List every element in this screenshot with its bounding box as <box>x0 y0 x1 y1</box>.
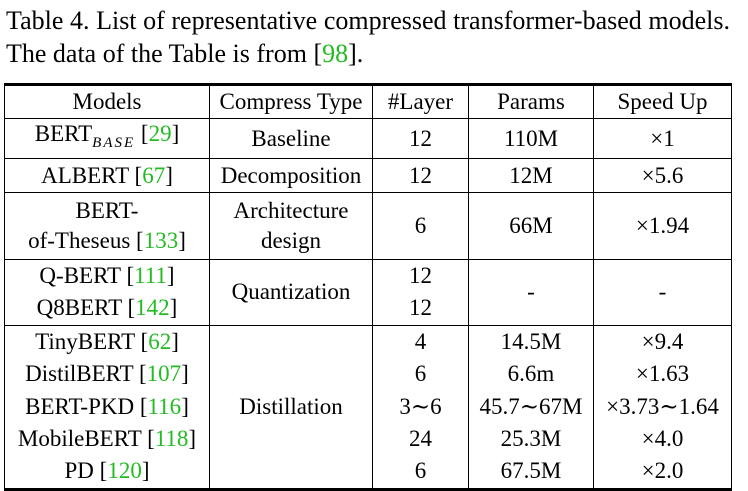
citation-link[interactable]: 120 <box>107 458 142 484</box>
params-cell: 110M <box>468 118 594 160</box>
params-cell: 12M <box>468 158 594 193</box>
speedup-cell: ×4.0 <box>593 422 732 456</box>
citation-link[interactable]: 62 <box>148 328 172 354</box>
speedup-cell: ×9.4 <box>593 325 732 358</box>
params-cell: 14.5M <box>468 325 594 358</box>
model-cell: DistilBERT [107] <box>4 357 210 391</box>
model-cell: TinyBERT [62] <box>4 325 210 358</box>
table-row: Q-BERT [111] Quantization 12 - - <box>4 259 732 326</box>
layer-cell: 6 <box>372 192 469 260</box>
header-row: Models Compress Type #Layer Params Speed… <box>4 82 732 120</box>
compress-type-line: design <box>260 227 322 253</box>
compress-type-line: Architecture <box>233 197 349 223</box>
caption-text: Table 4. List of representative compress… <box>6 6 730 68</box>
models-table: Models Compress Type #Layer Params Speed… <box>4 82 732 491</box>
table-row: BERTBASE [29] Baseline 12 110M ×1 <box>4 118 732 160</box>
model-name: Q-BERT <box>39 262 121 288</box>
header-compress-type: Compress Type <box>209 82 373 120</box>
compress-type-cell: Quantization <box>209 259 373 326</box>
citation-link[interactable]: 107 <box>146 361 182 387</box>
model-name: MobileBERT <box>17 425 142 451</box>
compress-type-cell: Decomposition <box>209 158 373 193</box>
citation-link[interactable]: 111 <box>134 262 167 288</box>
compress-type-cell: Baseline <box>209 118 373 160</box>
table-row: TinyBERT [62] Distillation 4 14.5M ×9.4 <box>4 325 732 491</box>
speedup-cell: ×1 <box>593 118 732 160</box>
layer-cell: 6 <box>372 455 469 491</box>
params-cell: - <box>468 259 594 326</box>
model-cell: BERTBASE [29] <box>4 118 210 160</box>
params-cell: 6.6m <box>468 357 594 391</box>
table-row: ALBERT [67] Decomposition 12 12M ×5.6 <box>4 158 732 193</box>
params-cell: 45.7∼67M <box>468 390 594 423</box>
citation-link[interactable]: 133 <box>143 227 179 253</box>
citation-link[interactable]: 67 <box>142 162 166 188</box>
header-models: Models <box>4 82 210 120</box>
model-name: BERT-PKD <box>25 393 135 419</box>
params-cell: 67.5M <box>468 455 594 491</box>
table-row: DistilBERT [107] 6 6.6m ×1.63 <box>4 357 732 391</box>
speedup-cell: ×1.94 <box>593 192 732 260</box>
table-row: Q8BERT [142] 12 <box>4 292 732 326</box>
layer-cell: 4 <box>372 325 469 358</box>
model-cell: BERT-of-Theseus [133] <box>4 192 210 260</box>
model-cell: ALBERT [67] <box>4 158 210 193</box>
model-name: BERT- <box>75 197 139 223</box>
speedup-cell: ×2.0 <box>593 455 732 491</box>
model-name: DistilBERT <box>25 361 134 387</box>
table-row: MobileBERT [118] 24 25.3M ×4.0 <box>4 422 732 456</box>
speedup-cell: ×1.63 <box>593 357 732 391</box>
citation-link[interactable]: 116 <box>147 393 182 419</box>
speedup-cell: ×3.73∼1.64 <box>593 390 732 423</box>
model-name: PD <box>64 458 94 484</box>
header-layer: #Layer <box>372 82 469 120</box>
params-cell: 66M <box>468 192 594 260</box>
layer-cell: 24 <box>372 422 469 456</box>
model-name: ALBERT <box>41 162 129 188</box>
layer-cell: 12 <box>372 158 469 193</box>
speedup-cell: ×5.6 <box>593 158 732 193</box>
model-subscript: BASE <box>92 135 136 152</box>
table-caption: Table 4. List of representative compress… <box>6 6 730 68</box>
model-name: BERT <box>34 121 93 147</box>
layer-cell: 12 <box>372 259 469 293</box>
params-cell: 25.3M <box>468 422 594 456</box>
header-params: Params <box>468 82 594 120</box>
header-speed-up: Speed Up <box>593 82 732 120</box>
citation-link[interactable]: 98 <box>322 39 349 68</box>
citation-link[interactable]: 29 <box>148 121 172 147</box>
citation-link[interactable]: 142 <box>135 295 170 321</box>
model-cell: PD [120] <box>4 455 210 491</box>
model-name: TinyBERT <box>35 328 135 354</box>
table-row: BERT-PKD [116] 3∼6 45.7∼67M ×3.73∼1.64 <box>4 390 732 423</box>
model-cell: BERT-PKD [116] <box>4 390 210 423</box>
compress-type-cell: Distillation <box>209 325 373 491</box>
table-row: BERT-of-Theseus [133] Architecture design… <box>4 192 732 260</box>
model-name: of-Theseus <box>28 227 131 253</box>
layer-cell: 3∼6 <box>372 390 469 423</box>
speedup-cell: - <box>593 259 732 326</box>
caption-end: . <box>356 39 364 68</box>
layer-cell: 6 <box>372 357 469 391</box>
model-name: Q8BERT <box>36 295 122 321</box>
layer-cell: 12 <box>372 292 469 326</box>
model-cell: Q-BERT [111] <box>4 259 210 293</box>
layer-cell: 12 <box>372 118 469 160</box>
citation-link[interactable]: 118 <box>154 425 189 451</box>
compress-type-cell: Architecture design <box>209 192 373 260</box>
model-cell: Q8BERT [142] <box>4 292 210 326</box>
model-cell: MobileBERT [118] <box>4 422 210 456</box>
